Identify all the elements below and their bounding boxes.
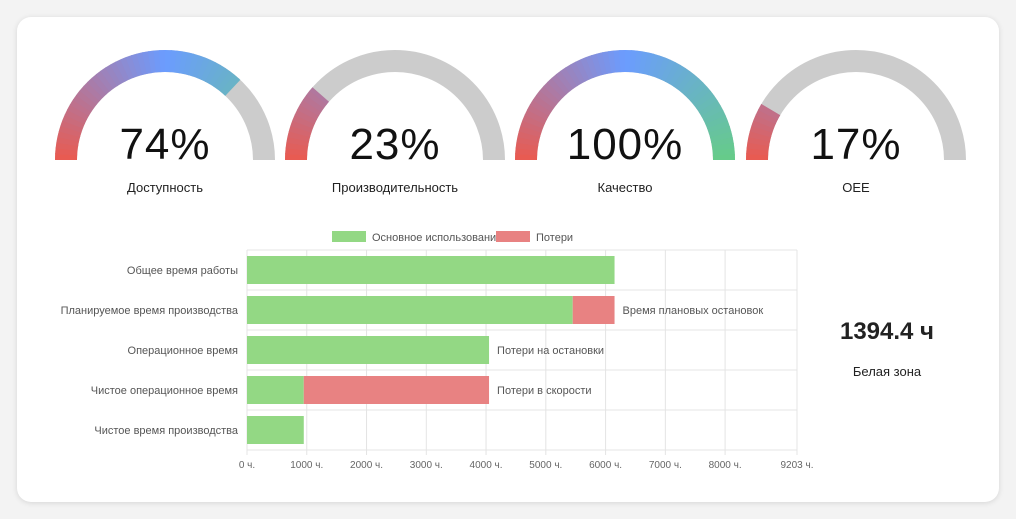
category-label: Чистое время производства [94, 425, 238, 437]
x-tick-label: 6000 ч. [589, 460, 622, 471]
gauge-quality: 100% Качество [515, 50, 735, 200]
bar-main-usage[interactable] [247, 256, 615, 284]
bar-annotation: Время плановых остановок [623, 305, 764, 317]
gauge-oee-arc [746, 50, 966, 161]
white-zone-value: 1394.4 ч [839, 318, 934, 345]
bar-main-usage[interactable] [247, 296, 573, 324]
legend-swatch-main-usage[interactable] [332, 231, 366, 242]
chart-legend: Основное использование Потери [332, 231, 573, 244]
gauge-fill [515, 50, 735, 160]
gauge-performance-value: 23% [349, 120, 441, 169]
category-label: Планируемое время производства [61, 305, 239, 317]
gauge-quality-value: 100% [566, 120, 684, 169]
x-tick-label: 1000 ч. [290, 460, 323, 471]
gauge-availability-arc [55, 50, 275, 161]
gauge-fill [285, 87, 329, 160]
x-tick-label: 2000 ч. [350, 460, 383, 471]
category-label: Общее время работы [127, 265, 238, 277]
bar-annotation: Потери на остановки [497, 345, 604, 357]
bar-main-usage[interactable] [247, 416, 304, 444]
bar-losses[interactable] [572, 296, 615, 324]
x-tick-label: 0 ч. [239, 460, 255, 471]
gauge-availability-value: 74% [119, 120, 211, 169]
x-tick-label: 5000 ч. [529, 460, 562, 471]
legend-swatch-losses[interactable] [496, 231, 530, 242]
gauge-availability: 74% Доступность [55, 50, 275, 200]
gauge-availability-label: Доступность [127, 180, 203, 195]
bar-main-usage[interactable] [247, 376, 304, 404]
bar-annotation: Потери в скорости [497, 385, 592, 397]
x-tick-label: 3000 ч. [410, 460, 443, 471]
gauge-oee-label: OEE [842, 180, 870, 195]
white-zone-label: Белая зона [852, 364, 922, 379]
chart-grid [246, 249, 798, 455]
bar-main-usage[interactable] [247, 336, 490, 364]
x-tick-label: 8000 ч. [709, 460, 742, 471]
gauge-fill [746, 104, 781, 160]
gauge-oee-value: 17% [810, 120, 902, 169]
gauge-oee: 17% OEE [746, 50, 966, 200]
x-tick-label: 4000 ч. [470, 460, 503, 471]
legend-label[interactable]: Потери [536, 232, 573, 244]
bar-losses[interactable] [303, 376, 490, 404]
gauge-performance-arc [285, 50, 505, 161]
gauge-performance-label: Производительность [331, 180, 459, 195]
x-tick-label: 7000 ч. [649, 460, 682, 471]
category-label: Чистое операционное время [91, 385, 238, 397]
gauge-performance: 23% Производительность [285, 50, 505, 200]
x-tick-label: 9203 ч. [780, 460, 813, 471]
gauge-quality-arc [515, 50, 735, 161]
category-label: Операционное время [128, 345, 239, 357]
legend-label[interactable]: Основное использование [372, 232, 502, 244]
gauge-quality-label: Качество [597, 180, 653, 195]
gauge-fill [55, 50, 241, 160]
